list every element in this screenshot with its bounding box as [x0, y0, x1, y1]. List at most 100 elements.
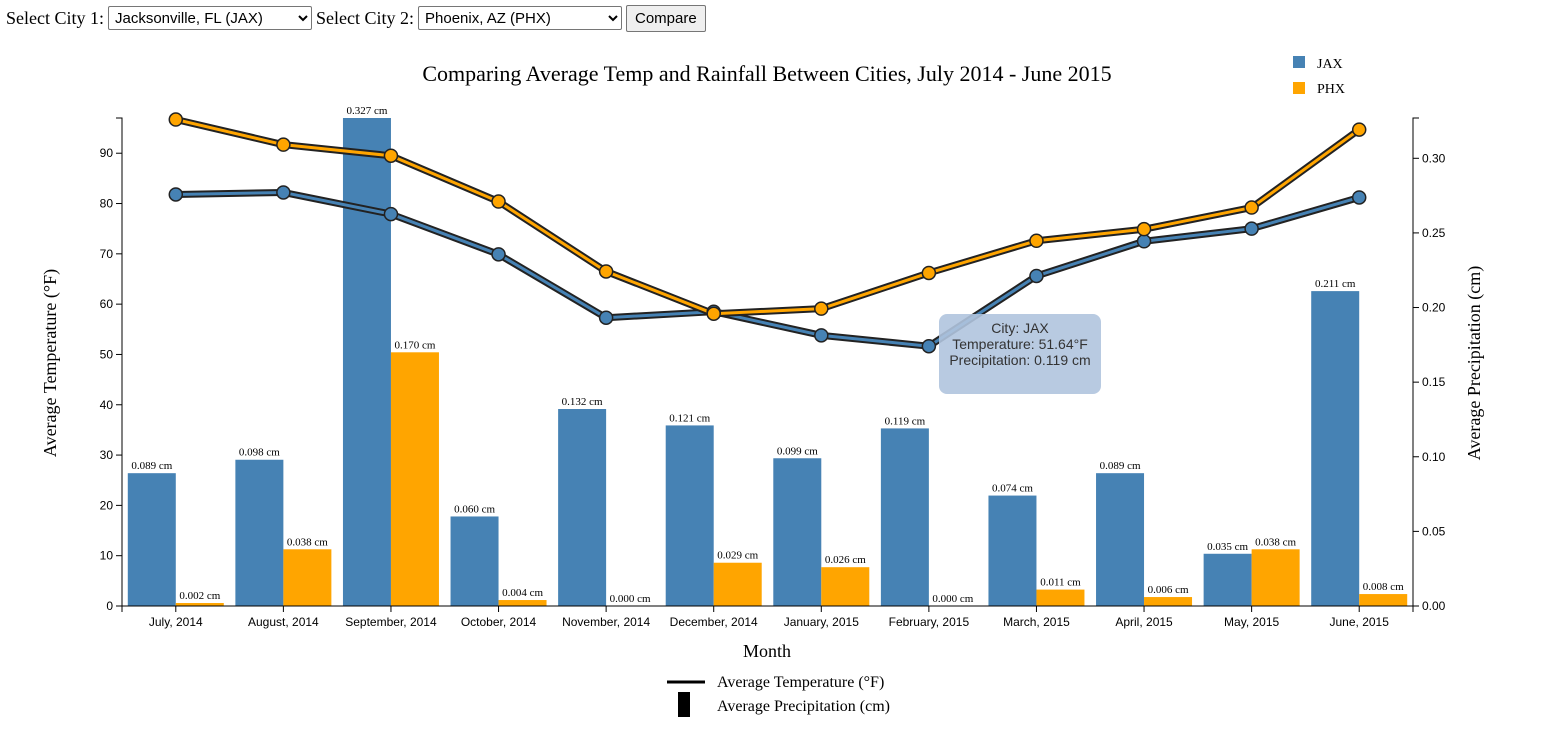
chart-key: Average Temperature (°F) Average Precipi…: [667, 674, 890, 717]
bar-label-jax-10: 0.035 cm: [1207, 541, 1248, 553]
point-phx-7: [921, 265, 937, 281]
bar-phx-2: [390, 352, 439, 606]
bar-label-jax-0: 0.089 cm: [131, 460, 172, 472]
month-tick-label-11: June, 2015: [1330, 615, 1390, 629]
bar-label-jax-1: 0.098 cm: [239, 447, 280, 459]
point-phx-0: [168, 112, 184, 127]
bar-label-phx-10: 0.038 cm: [1255, 536, 1296, 548]
bar-jax-10: [1203, 553, 1252, 606]
bar-label-phx-4: 0.000 cm: [610, 593, 651, 605]
bar-phx-3: [498, 600, 547, 606]
bar-phx-0: [175, 603, 224, 606]
bar-jax-4: [558, 409, 607, 606]
point-jax-10: [1244, 221, 1259, 236]
month-tick-label-4: November, 2014: [562, 615, 650, 629]
bar-jax-2: [342, 118, 391, 606]
temperature-lines: [174, 116, 1362, 350]
bar-label-jax-4: 0.132 cm: [562, 396, 603, 408]
data-tooltip: City: JAX Temperature: 51.64°F Precipita…: [939, 314, 1101, 394]
legend-label-phx: PHX: [1317, 82, 1345, 97]
temperature-points: [168, 112, 1367, 354]
point-jax-11: [1351, 190, 1367, 205]
y-axis-right-label: Average Precipitation (cm): [1464, 266, 1485, 461]
legend-swatch-phx: [1293, 82, 1305, 94]
line-jax: [175, 190, 1360, 348]
x-axis-label: Month: [743, 641, 791, 661]
precipitation-axis: 0.00 0.05 0.10 0.15 0.20 0.25 0.30: [1412, 117, 1446, 613]
point-jax-0: [168, 187, 184, 202]
point-jax-3: [491, 247, 506, 262]
city1-select[interactable]: Jacksonville, FL (JAX): [108, 6, 312, 30]
bar-label-phx-0: 0.002 cm: [179, 590, 220, 602]
month-tick-label-1: August, 2014: [248, 615, 319, 629]
temperature-tick-label-10: 10: [100, 549, 114, 563]
bar-label-phx-2: 0.170 cm: [394, 339, 435, 351]
bar-label-jax-2: 0.327 cm: [346, 105, 387, 117]
tooltip-temperature: Temperature: 51.64°F: [952, 336, 1088, 352]
bar-label-jax-5: 0.121 cm: [669, 412, 710, 424]
precipitation-tick-label-0: 0.00: [1422, 599, 1446, 613]
point-jax-7: [921, 338, 937, 354]
point-jax-1: [276, 185, 291, 200]
point-phx-9: [1136, 221, 1152, 237]
bar-jax-9: [1096, 473, 1145, 606]
temperature-tick-label-50: 50: [100, 347, 114, 361]
bar-phx-9: [1144, 597, 1193, 606]
precipitation-axis-line: [1412, 117, 1419, 607]
month-tick-label-10: May, 2015: [1224, 615, 1279, 629]
point-jax-9: [1136, 234, 1152, 249]
month-axis: July, 2014 August, 2014 September, 2014 Oct…: [121, 605, 1414, 629]
month-tick-label-6: January, 2015: [784, 615, 859, 629]
month-tick-label-0: July, 2014: [149, 615, 203, 629]
y-axis-left-label: Average Temperature (°F): [40, 269, 61, 457]
bar-jax-3: [450, 516, 499, 606]
precipitation-tick-label-0.2: 0.20: [1422, 301, 1446, 315]
bar-jax-7: [880, 428, 929, 606]
city2-label: Select City 2:: [316, 7, 414, 28]
bar-label-jax-11: 0.211 cm: [1315, 278, 1356, 290]
legend-swatch-jax: [1293, 56, 1305, 68]
compare-button[interactable]: Compare: [626, 4, 706, 32]
city1-label: Select City 1:: [6, 7, 104, 28]
month-tick-label-9: April, 2015: [1115, 615, 1173, 629]
bar-label-phx-11: 0.008 cm: [1363, 581, 1404, 593]
month-tick-label-8: March, 2015: [1003, 615, 1070, 629]
temperature-tick-label-20: 20: [100, 498, 114, 512]
bar-label-phx-9: 0.006 cm: [1148, 584, 1189, 596]
precipitation-tick-label-0.05: 0.05: [1422, 524, 1446, 538]
point-jax-8: [1029, 268, 1044, 284]
line-phx: [175, 118, 1361, 316]
precipitation-tick-label-0.25: 0.25: [1422, 226, 1446, 240]
bar-jax-0: [127, 473, 176, 606]
bar-label-phx-3: 0.004 cm: [502, 587, 543, 599]
point-phx-8: [1029, 233, 1044, 249]
bar-label-phx-7: 0.000 cm: [932, 593, 973, 605]
temperature-tick-label-70: 70: [100, 247, 114, 261]
legend-label-jax: JAX: [1317, 57, 1343, 72]
month-tick-label-3: October, 2014: [461, 615, 537, 629]
temperature-tick-label-90: 90: [100, 146, 114, 160]
bar-label-phx-5: 0.029 cm: [717, 550, 758, 562]
precipitation-tick-label-0.1: 0.10: [1422, 450, 1446, 464]
bar-label-jax-3: 0.060 cm: [454, 503, 495, 515]
temperature-tick-label-80: 80: [100, 197, 114, 211]
bar-label-phx-1: 0.038 cm: [287, 536, 328, 548]
legend: JAX PHX: [1293, 56, 1345, 97]
bar-label-jax-6: 0.099 cm: [777, 445, 818, 457]
point-phx-3: [491, 194, 506, 209]
key-line-label: Average Temperature (°F): [717, 674, 884, 691]
bar-jax-11: [1311, 291, 1360, 606]
key-bar-label: Average Precipitation (cm): [717, 698, 890, 715]
bar-jax-6: [773, 458, 822, 606]
temperature-axis: 0 10 20 30 40 50 60 70 80 90: [100, 117, 123, 613]
point-phx-6: [814, 301, 829, 316]
temperature-axis-line: [116, 117, 123, 607]
month-tick-label-7: February, 2015: [889, 615, 970, 629]
key-bar-icon: [678, 692, 690, 717]
bar-phx-10: [1251, 549, 1300, 606]
chart-title: Comparing Average Temp and Rainfall Betw…: [422, 61, 1111, 86]
point-phx-11: [1351, 122, 1367, 137]
bar-jax-1: [235, 459, 284, 606]
city2-select[interactable]: Phoenix, AZ (PHX): [418, 6, 622, 30]
temperature-tick-label-40: 40: [100, 398, 114, 412]
